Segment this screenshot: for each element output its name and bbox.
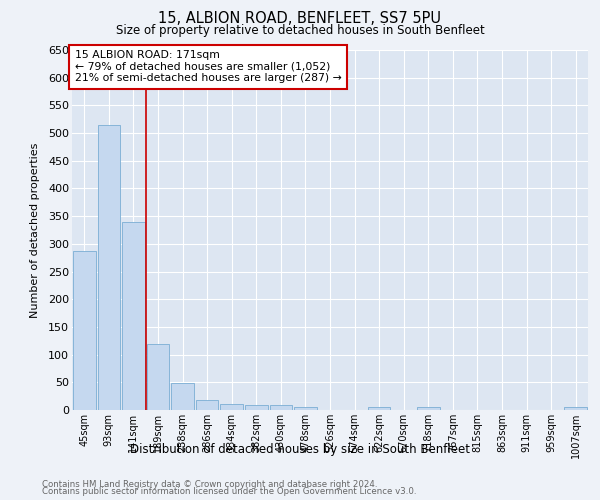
Bar [294, 407, 317, 410]
Bar [220, 404, 243, 410]
Text: Contains HM Land Registry data © Crown copyright and database right 2024.: Contains HM Land Registry data © Crown c… [42, 480, 377, 489]
Bar [368, 407, 391, 410]
Bar [565, 407, 587, 410]
Y-axis label: Number of detached properties: Number of detached properties [30, 142, 40, 318]
Text: Distribution of detached houses by size in South Benfleet: Distribution of detached houses by size … [130, 442, 470, 456]
Bar [245, 405, 268, 410]
Text: 15 ALBION ROAD: 171sqm
← 79% of detached houses are smaller (1,052)
21% of semi-: 15 ALBION ROAD: 171sqm ← 79% of detached… [74, 50, 341, 83]
Text: 15, ALBION ROAD, BENFLEET, SS7 5PU: 15, ALBION ROAD, BENFLEET, SS7 5PU [158, 11, 442, 26]
Bar [269, 405, 292, 410]
Bar [417, 407, 440, 410]
Text: Contains public sector information licensed under the Open Government Licence v3: Contains public sector information licen… [42, 487, 416, 496]
Bar [146, 344, 169, 410]
Bar [196, 400, 218, 410]
Bar [73, 251, 95, 410]
Bar [98, 125, 120, 410]
Bar [171, 384, 194, 410]
Bar [122, 222, 145, 410]
Text: Size of property relative to detached houses in South Benfleet: Size of property relative to detached ho… [116, 24, 484, 37]
